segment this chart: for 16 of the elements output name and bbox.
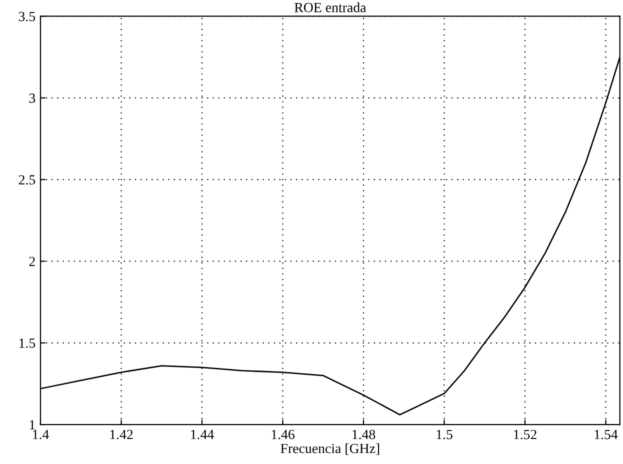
y-tick-label: 3.5 bbox=[18, 12, 36, 22]
y-tick-label: 3 bbox=[29, 94, 36, 103]
chart-title: ROE entrada bbox=[294, 2, 366, 12]
y-tick-label: 2 bbox=[29, 256, 35, 266]
x-tick-label: 1.5 bbox=[436, 430, 452, 440]
x-tick-label: 1.44 bbox=[191, 430, 214, 440]
x-axis-title: Frecuencia [GHz] bbox=[280, 443, 380, 455]
x-tick-label: 1.48 bbox=[352, 430, 376, 440]
y-tick-label: 2.5 bbox=[18, 175, 36, 185]
x-tick-label: 1.46 bbox=[272, 430, 294, 440]
x-tick-label: 1.42 bbox=[110, 430, 133, 440]
y-tick-label: 1.5 bbox=[19, 338, 36, 348]
y-tick-label: 1 bbox=[30, 420, 35, 430]
x-tick-label: 1.52 bbox=[514, 430, 536, 440]
x-tick-label: 1.4 bbox=[33, 430, 49, 440]
x-tick-label: 1.54 bbox=[594, 430, 618, 440]
